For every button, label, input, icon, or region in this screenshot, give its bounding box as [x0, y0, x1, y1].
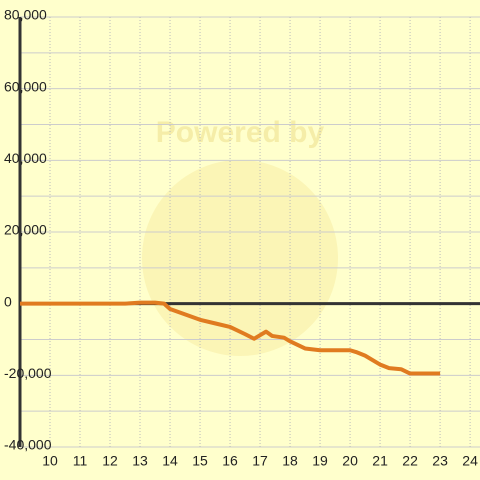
watermark-logo	[142, 160, 338, 356]
watermark: Powered by	[156, 116, 325, 149]
x-tick-label: 18	[282, 453, 298, 469]
y-tick-label: 80,000	[4, 7, 47, 23]
x-tick-label: 13	[132, 453, 148, 469]
x-tick-label: 12	[102, 453, 118, 469]
y-tick-label: 0	[4, 293, 12, 309]
x-tick-label: 20	[342, 453, 358, 469]
y-tick-label: 40,000	[4, 150, 47, 166]
x-tick-label: 23	[432, 453, 448, 469]
x-tick-label: 22	[402, 453, 418, 469]
data-line	[20, 300, 441, 376]
x-tick-label: 21	[372, 453, 388, 469]
y-tick-label: 60,000	[4, 78, 47, 94]
x-tick-label: 17	[252, 453, 268, 469]
x-tick-label: 10	[42, 453, 58, 469]
x-tick-label: 15	[192, 453, 208, 469]
x-tick-label: 14	[162, 453, 178, 469]
y-tick-label: -20,000	[4, 365, 52, 381]
y-tick-label: 20,000	[4, 222, 47, 238]
y-tick-label: -40,000	[4, 437, 52, 453]
x-tick-label: 19	[312, 453, 328, 469]
x-tick-label: 11	[73, 453, 88, 469]
x-tick-label: 16	[222, 453, 238, 469]
x-tick-label: 24	[462, 453, 478, 469]
